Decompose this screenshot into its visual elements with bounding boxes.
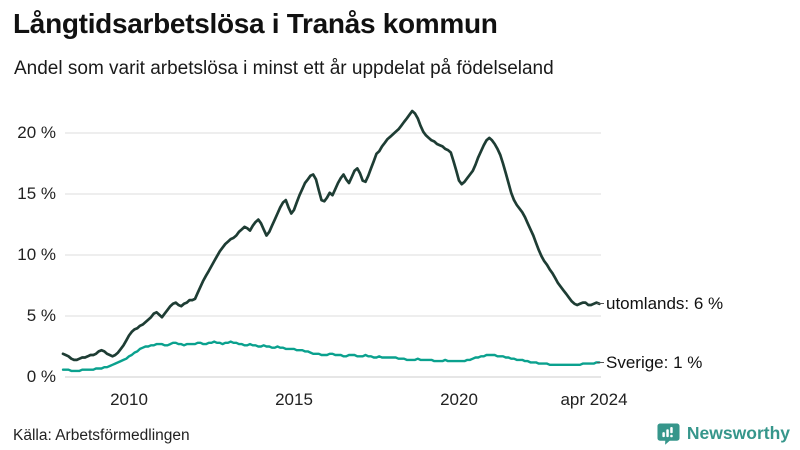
- newsworthy-brand-link[interactable]: Newsworthy: [657, 422, 790, 445]
- page-title: Långtidsarbetslösa i Tranås kommun: [13, 8, 498, 39]
- utomlands-line: [61, 109, 601, 362]
- utomlands-series-label: utomlands: 6 %: [606, 294, 724, 313]
- x-tick-apr2024: apr 2024: [560, 390, 628, 409]
- newsworthy-brand-label: Newsworthy: [686, 423, 790, 443]
- y-tick-5: 5 %: [26, 306, 56, 325]
- y-tick-20: 20 %: [17, 123, 56, 142]
- x-tick-2010: 2010: [110, 390, 148, 409]
- newsworthy-logo-icon: [657, 422, 680, 445]
- page-subtitle: Andel som varit arbetslösa i minst ett å…: [14, 58, 554, 79]
- y-tick-0: 0 %: [26, 367, 56, 386]
- x-tick-2015: 2015: [275, 390, 313, 409]
- sverige-leader-dash: [597, 362, 604, 363]
- y-tick-15: 15 %: [17, 184, 56, 203]
- x-tick-2020: 2020: [440, 390, 478, 409]
- y-tick-10: 10 %: [17, 245, 56, 264]
- sverige-series-label: Sverige: 1 %: [606, 353, 703, 372]
- utomlands-leader-dash: [597, 303, 604, 304]
- source-credit: Källa: Arbetsförmedlingen: [13, 427, 190, 444]
- sverige-line: [61, 340, 601, 373]
